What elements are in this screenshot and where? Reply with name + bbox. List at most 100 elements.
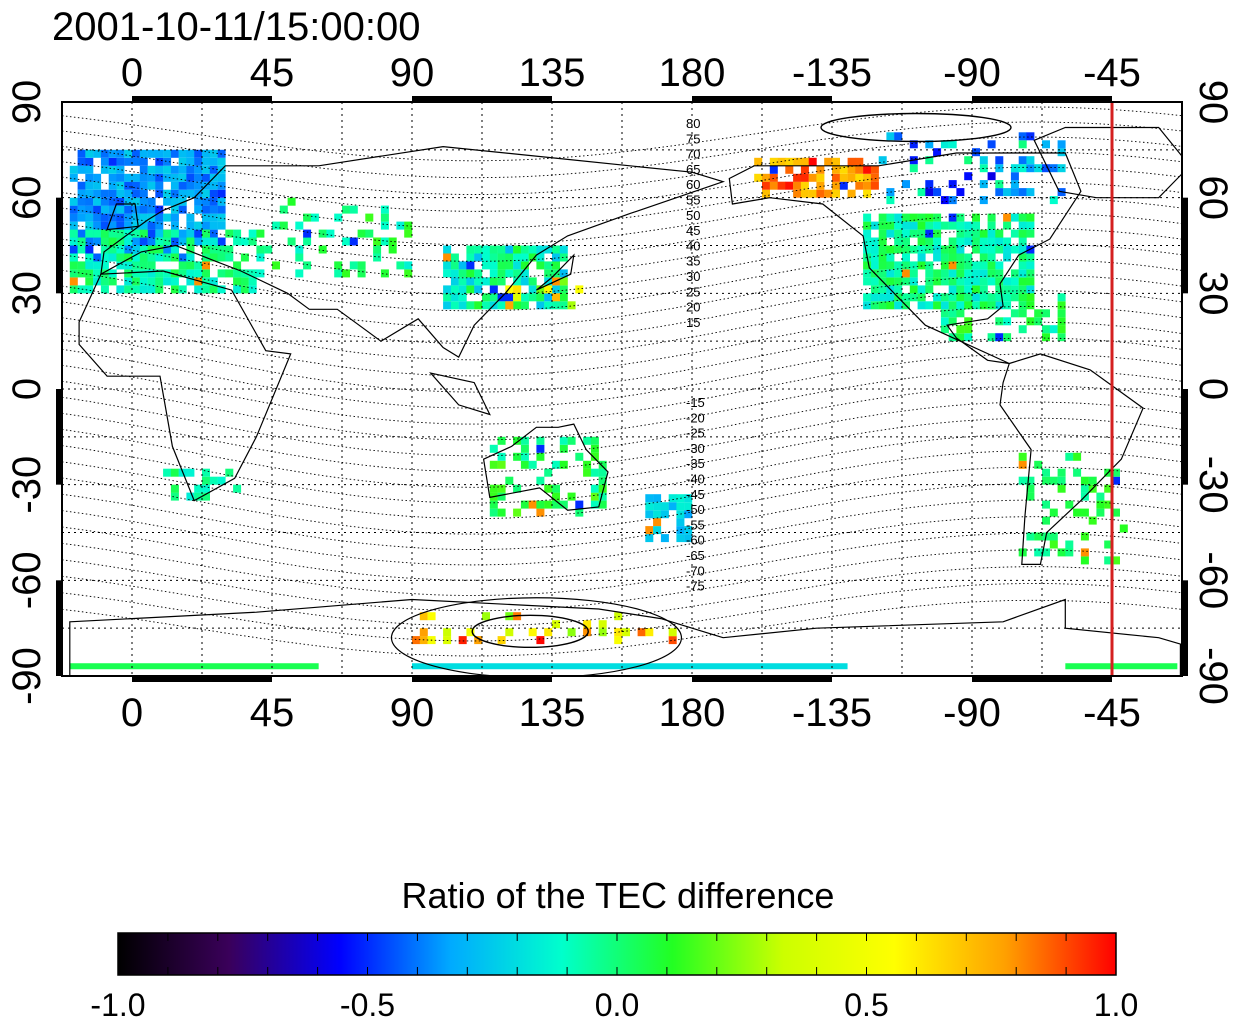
tec-cell <box>513 508 522 517</box>
tec-cell <box>528 277 537 286</box>
tec-cell <box>520 277 529 286</box>
tec-cell <box>816 173 825 182</box>
tec-cell <box>77 189 86 198</box>
tec-cell <box>995 261 1004 270</box>
tec-cell <box>163 468 172 477</box>
tec-cell <box>1057 548 1066 557</box>
tec-cell <box>1018 245 1027 254</box>
tec-cell <box>186 213 195 222</box>
tec-cell <box>894 229 903 238</box>
tec-cell <box>240 277 249 286</box>
tec-cell <box>948 285 957 294</box>
latitude-label-right: 60 <box>1191 175 1235 220</box>
tec-cell <box>987 301 996 310</box>
tec-cell <box>559 444 568 453</box>
tec-cell <box>1073 468 1082 477</box>
tec-cell <box>870 165 879 174</box>
tec-cell <box>303 237 312 246</box>
tec-cell <box>466 285 475 294</box>
tec-cell <box>1010 180 1019 189</box>
tec-cell <box>676 502 685 511</box>
polar-contour-south <box>471 614 589 649</box>
tec-cell <box>793 189 802 198</box>
tec-cell <box>956 277 965 286</box>
tec-cell <box>552 261 560 270</box>
tec-cell <box>894 261 903 270</box>
tec-cell <box>995 277 1004 286</box>
tec-cell <box>489 285 498 294</box>
tec-cell <box>248 269 257 278</box>
tec-cell <box>933 301 942 310</box>
tec-cell <box>536 301 545 310</box>
tec-cell <box>69 253 78 262</box>
polar-contour-north <box>820 112 1012 143</box>
colorbar-ticks: -1.0 -0.5 0.0 0.5 1.0 <box>90 933 1138 1023</box>
tec-cell <box>100 229 109 238</box>
tec-cell <box>917 213 926 222</box>
magnetic-contour-line <box>62 305 1182 377</box>
tec-cell <box>1026 532 1035 541</box>
tec-cell <box>800 189 809 198</box>
tec-cell <box>902 213 910 222</box>
tec-cell <box>886 213 895 222</box>
tec-cell <box>505 628 514 637</box>
tec-cell <box>77 165 86 174</box>
contour-label: -75 <box>686 579 705 594</box>
tec-cell <box>1104 556 1113 565</box>
tec-cell <box>948 261 957 270</box>
tec-cell <box>832 173 840 182</box>
tec-cell <box>559 500 568 509</box>
tec-cell <box>987 229 996 238</box>
tec-cell <box>964 172 973 181</box>
tec-cell <box>902 221 910 230</box>
tec-cell <box>598 476 607 485</box>
axis-bar-left <box>56 580 62 676</box>
tec-cell <box>1010 172 1019 181</box>
tec-cell <box>583 620 592 629</box>
tec-cell <box>132 173 140 182</box>
tec-cell <box>948 301 957 310</box>
tec-cell <box>940 293 949 302</box>
tec-cell <box>458 277 467 286</box>
tec-cell <box>326 229 335 238</box>
tec-cell <box>256 229 265 238</box>
tec-cell <box>933 188 942 197</box>
tec-cell <box>1026 188 1035 197</box>
latitude-label-left: 60 <box>5 175 49 220</box>
contour-label: -65 <box>686 548 705 563</box>
tec-cell <box>186 237 195 246</box>
tec-cell <box>816 181 825 190</box>
tec-cell <box>404 269 413 278</box>
tec-cell <box>925 277 934 286</box>
tec-cell <box>202 484 210 493</box>
tec-cell <box>520 269 529 278</box>
tec-cell <box>186 181 195 190</box>
tec-cell <box>513 452 522 461</box>
tec-cell <box>995 237 1004 246</box>
axis-bars <box>56 96 1188 682</box>
tec-cell <box>863 245 872 254</box>
latitude-label-right: -30 <box>1191 456 1235 514</box>
tec-cell <box>1018 188 1027 197</box>
tec-cell <box>520 436 529 445</box>
tec-cell <box>202 149 210 158</box>
tec-cell <box>489 500 498 509</box>
tec-cell <box>1104 540 1113 549</box>
tec-cell <box>93 261 102 270</box>
tec-cell <box>552 500 560 509</box>
tec-cell <box>1034 164 1043 173</box>
tec-cell <box>552 285 560 294</box>
tec-cell <box>450 269 459 278</box>
tec-cell <box>902 269 910 278</box>
tec-cell <box>684 502 693 511</box>
tec-cell <box>583 436 592 445</box>
axis-bar-left <box>56 389 62 485</box>
tec-cell <box>544 293 553 302</box>
map-content <box>62 102 1182 676</box>
tec-cell <box>124 181 133 190</box>
tec-cell <box>956 333 965 342</box>
tec-cell <box>116 261 125 270</box>
tec-cell <box>886 301 895 310</box>
tec-cell <box>489 261 498 270</box>
tec-cell <box>917 301 926 310</box>
